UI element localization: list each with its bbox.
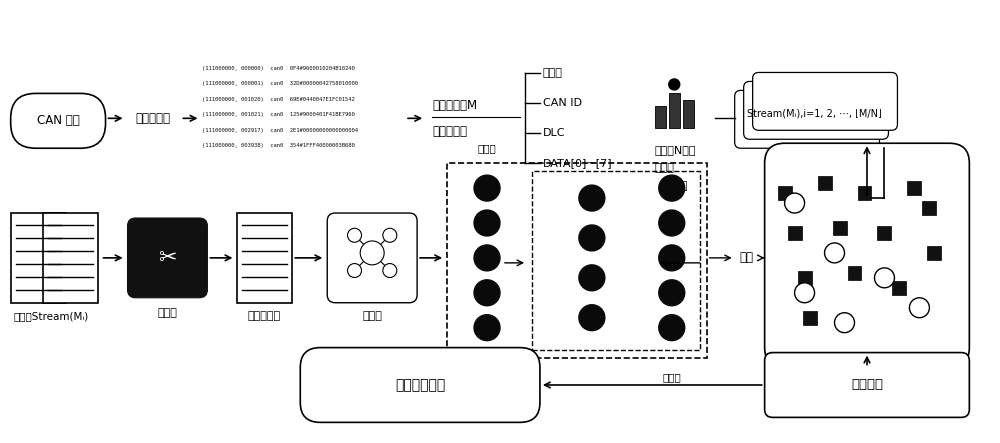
- Circle shape: [825, 243, 845, 263]
- Text: 预处理: 预处理: [158, 308, 177, 318]
- Text: 条中间报文: 条中间报文: [432, 125, 467, 138]
- Bar: [848, 266, 861, 280]
- Circle shape: [348, 264, 362, 277]
- Text: CAN 总线: CAN 总线: [37, 114, 79, 127]
- Text: 是否发生入侵: 是否发生入侵: [395, 378, 445, 392]
- Circle shape: [659, 280, 685, 306]
- Circle shape: [360, 241, 384, 265]
- Bar: [833, 221, 847, 235]
- Text: (111000000, 003938)  can0  354#1FFF40000003B680: (111000000, 003938) can0 354#1FFF4000000…: [202, 143, 355, 148]
- Bar: [669, 93, 680, 128]
- Bar: [927, 246, 941, 260]
- Text: Stream(Mᵢ),i=1, 2, ⋯, ⌊M/N⌋: Stream(Mᵢ),i=1, 2, ⋯, ⌊M/N⌋: [747, 109, 882, 118]
- Text: 报文流Stream(Mᵢ): 报文流Stream(Mᵢ): [13, 311, 88, 321]
- Bar: [11, 213, 66, 303]
- Circle shape: [795, 283, 815, 303]
- Bar: [803, 311, 817, 325]
- Circle shape: [669, 79, 680, 90]
- Bar: [892, 281, 906, 295]
- Bar: [907, 181, 921, 195]
- Text: (111000000, 001020)  can0  69E#0440047E1FC01542: (111000000, 001020) can0 69E#0440047E1FC…: [202, 97, 355, 102]
- Text: (111000000, 000000)  can0  0F4#9600010204B10240: (111000000, 000000) can0 0F4#9600010204B…: [202, 66, 355, 71]
- FancyBboxPatch shape: [765, 143, 969, 368]
- FancyBboxPatch shape: [128, 218, 207, 298]
- Bar: [922, 201, 936, 215]
- Text: 解码器: 解码器: [662, 373, 681, 382]
- Circle shape: [579, 225, 605, 251]
- Circle shape: [579, 265, 605, 291]
- Text: 预处理数据: 预处理数据: [248, 311, 281, 321]
- Text: (111000000, 001021)  can0  125#9000401F41BE7960: (111000000, 001021) can0 125#9000401F41B…: [202, 113, 355, 117]
- Text: 时间戳: 时间戳: [543, 69, 563, 78]
- Bar: [447, 163, 707, 358]
- Bar: [778, 186, 792, 200]
- Circle shape: [348, 228, 362, 242]
- FancyBboxPatch shape: [765, 353, 969, 417]
- Circle shape: [383, 228, 397, 242]
- FancyBboxPatch shape: [11, 93, 106, 148]
- Circle shape: [659, 210, 685, 236]
- Circle shape: [874, 268, 894, 288]
- Bar: [43, 213, 98, 303]
- Text: 周期性采样: 周期性采样: [135, 112, 170, 125]
- Bar: [788, 226, 802, 240]
- Text: CAN ID: CAN ID: [543, 98, 582, 109]
- Text: 编码器: 编码器: [478, 143, 496, 153]
- Circle shape: [383, 264, 397, 277]
- Bar: [798, 271, 812, 285]
- Circle shape: [659, 315, 685, 341]
- Text: 报文流: 报文流: [655, 163, 675, 173]
- Bar: [877, 226, 891, 240]
- Text: DLC: DLC: [543, 128, 565, 138]
- Circle shape: [835, 313, 855, 333]
- Circle shape: [579, 185, 605, 211]
- Circle shape: [785, 193, 805, 213]
- Text: 初始化: 初始化: [362, 311, 382, 321]
- Bar: [655, 106, 666, 128]
- Circle shape: [474, 175, 500, 201]
- Circle shape: [474, 210, 500, 236]
- FancyBboxPatch shape: [327, 213, 417, 303]
- FancyBboxPatch shape: [300, 348, 540, 422]
- Text: ✂: ✂: [158, 248, 177, 268]
- Text: 以长度N构建: 以长度N构建: [655, 145, 696, 155]
- Text: (111000000, 000001)  can0  32D#00000042758010000: (111000000, 000001) can0 32D#00000042758…: [202, 82, 358, 86]
- Text: 处理采集的M: 处理采集的M: [432, 99, 477, 112]
- Bar: [237, 213, 292, 303]
- Circle shape: [474, 280, 500, 306]
- Circle shape: [474, 245, 500, 271]
- Text: 判断检测: 判断检测: [851, 378, 883, 392]
- Text: 约束: 约束: [740, 251, 754, 264]
- Circle shape: [474, 315, 500, 341]
- Bar: [683, 101, 694, 128]
- Bar: [858, 186, 871, 200]
- Bar: [818, 176, 832, 190]
- Text: (111000000, 002917)  can0  2E1#00000000000000004: (111000000, 002917) can0 2E1#00000000000…: [202, 128, 358, 133]
- Circle shape: [909, 298, 929, 318]
- Circle shape: [659, 175, 685, 201]
- Text: 模糊聚类: 模糊聚类: [662, 181, 688, 191]
- Circle shape: [579, 305, 605, 330]
- Bar: [532, 171, 700, 350]
- FancyBboxPatch shape: [744, 82, 888, 139]
- Text: DATA[0]~[7]: DATA[0]~[7]: [543, 158, 613, 168]
- Circle shape: [659, 245, 685, 271]
- FancyBboxPatch shape: [753, 73, 897, 130]
- FancyBboxPatch shape: [735, 90, 879, 148]
